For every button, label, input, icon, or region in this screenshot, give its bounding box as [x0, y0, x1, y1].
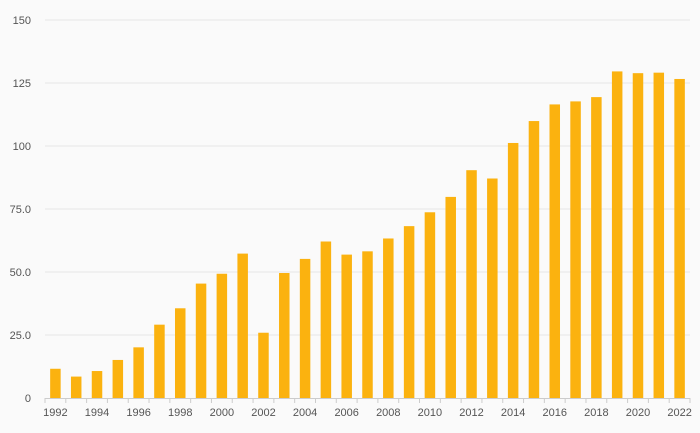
bar [653, 72, 665, 398]
bar [320, 241, 332, 398]
x-tick-label: 1996 [126, 407, 150, 419]
x-tick-label: 2006 [334, 407, 358, 419]
x-axis-tick-labels: 1992 1994 1996 1998 2000 2002 2004 2006 2008 2010… [43, 407, 692, 419]
bar [216, 273, 228, 398]
x-tick-label: 1992 [43, 407, 67, 419]
bar [258, 332, 269, 398]
x-tick-label: 2016 [543, 407, 567, 419]
bar [91, 371, 103, 398]
bar [362, 251, 373, 398]
y-tick-label: 125 [13, 78, 31, 90]
bar [487, 178, 498, 398]
x-tick-label: 2020 [626, 407, 650, 419]
x-tick-label: 2022 [667, 407, 691, 419]
bar [632, 73, 644, 398]
bar [133, 347, 144, 398]
bar [445, 196, 456, 398]
bar [424, 212, 436, 398]
x-tick-label: 2002 [251, 407, 275, 419]
x-tick-label: 2014 [501, 407, 525, 419]
x-tick-label: 2000 [210, 407, 234, 419]
bar [466, 170, 477, 398]
bar [528, 121, 540, 398]
bar [591, 97, 602, 398]
x-tick-label: 2004 [293, 407, 317, 419]
bar [674, 78, 685, 398]
bars [50, 71, 685, 399]
y-tick-label: 100 [13, 141, 31, 153]
y-tick-label: 75.0 [10, 204, 31, 216]
y-tick-label: 50.0 [10, 267, 31, 279]
bar [403, 226, 415, 398]
x-tick-label: 2010 [418, 407, 442, 419]
bar [341, 254, 352, 398]
bar [299, 258, 311, 398]
bar [507, 142, 519, 398]
y-tick-label: 0 [25, 393, 31, 405]
bar [570, 101, 581, 398]
x-axis [44, 398, 691, 403]
y-tick-label: 150 [13, 15, 31, 27]
gridlines [45, 19, 690, 336]
bar [195, 283, 207, 398]
bar [237, 253, 248, 398]
x-tick-label: 1994 [85, 407, 109, 419]
x-tick-label: 2018 [584, 407, 608, 419]
x-tick-label: 2012 [459, 407, 483, 419]
bar [383, 238, 394, 398]
bar [154, 324, 165, 398]
x-tick-label: 2008 [376, 407, 400, 419]
bar [112, 359, 124, 398]
bar [174, 308, 186, 398]
x-tick-label: 1998 [168, 407, 192, 419]
bar [611, 71, 623, 399]
y-tick-label: 25.0 [10, 330, 31, 342]
bar [70, 376, 82, 398]
bar [549, 104, 561, 399]
y-axis-tick-labels: 0 25.0 50.0 75.0 100 125 150 [10, 15, 31, 405]
bar [279, 273, 290, 398]
bar [50, 368, 61, 398]
